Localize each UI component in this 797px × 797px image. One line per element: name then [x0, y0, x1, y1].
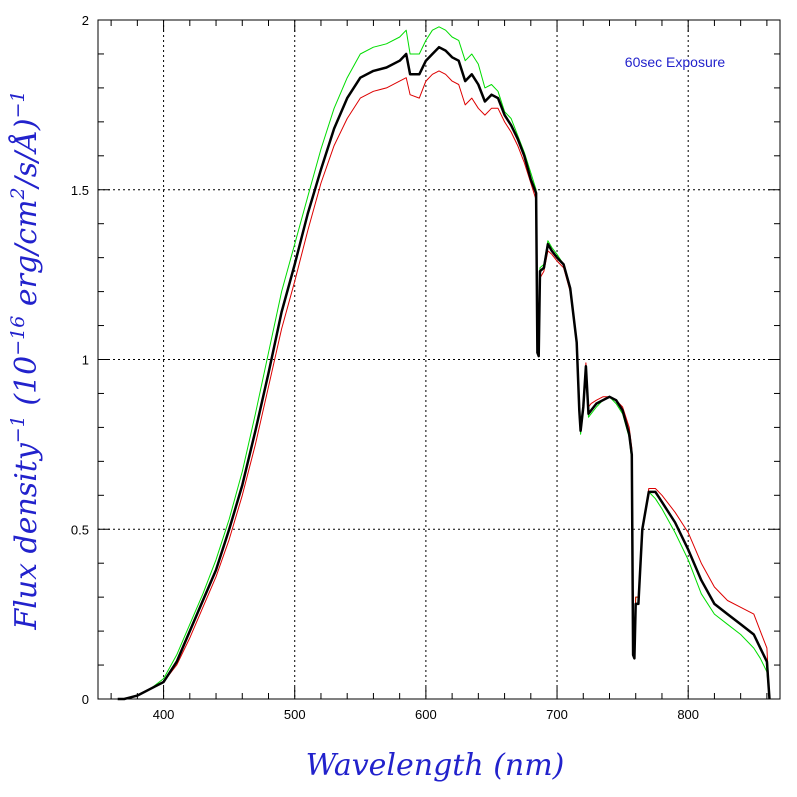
y-tick-label: 0 [82, 692, 89, 707]
y-axis-label-sup3: 2 [7, 187, 29, 200]
y-axis-label: Flux density−1 (10−16 erg/cm2/s/Å)−1 [7, 90, 44, 630]
exposure-annotation: 60sec Exposure [625, 54, 726, 70]
y-tick-label: 1.5 [71, 183, 89, 198]
y-axis-label-sup1: −1 [7, 415, 29, 443]
x-tick-label: 600 [415, 707, 437, 722]
y-axis-label-post: /s/Å) [8, 118, 44, 190]
y-tick-label: 2 [82, 13, 89, 28]
y-axis-label-sup4: −1 [7, 90, 29, 118]
axis-ticks [98, 19, 780, 700]
y-axis-label-sup2: −16 [7, 316, 29, 356]
y-axis-label-mid: (10 [9, 356, 44, 415]
tick-labels: 400 500 600 700 800 0 0.5 1 1.5 2 [71, 13, 699, 722]
series-line-mean [117, 45, 771, 701]
x-tick-label: 700 [546, 707, 568, 722]
grid-lines [98, 20, 780, 699]
series-line-upper [124, 26, 770, 700]
x-tick-label: 800 [677, 707, 699, 722]
x-tick-label: 400 [153, 707, 175, 722]
y-axis-label-mid2: erg/cm [9, 199, 44, 315]
y-axis-label-pre: Flux density [9, 442, 44, 631]
x-tick-label: 500 [284, 707, 306, 722]
y-tick-label: 0.5 [71, 522, 89, 537]
series-layer [117, 26, 771, 701]
series-line-lower [124, 70, 770, 700]
y-tick-label: 1 [82, 353, 89, 368]
x-axis-label: Wavelength (nm) [306, 748, 565, 783]
